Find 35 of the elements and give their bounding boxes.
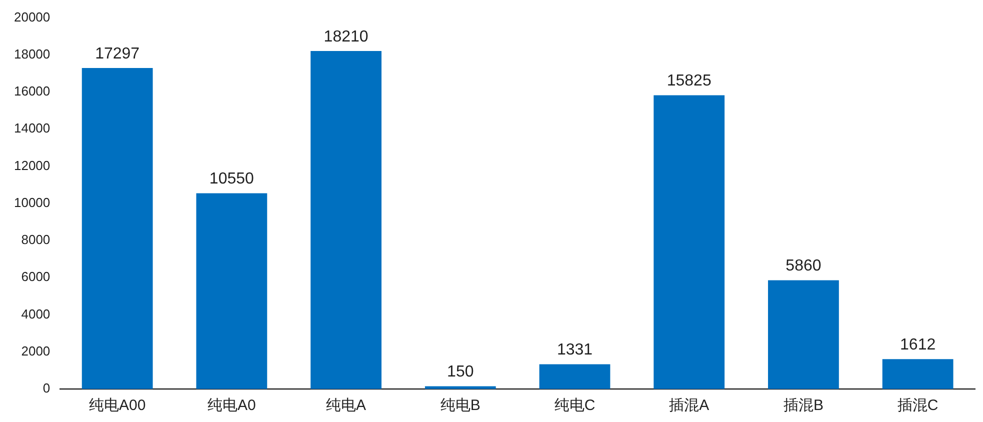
bar (196, 193, 268, 389)
y-tick-label: 6000 (21, 269, 50, 284)
y-tick-label: 14000 (14, 120, 50, 136)
bar (654, 95, 725, 389)
data-label: 15825 (666, 72, 712, 90)
y-tick-label: 16000 (14, 84, 50, 99)
bar (768, 280, 839, 389)
data-label: 10550 (209, 170, 254, 188)
y-tick-label: 2000 (21, 343, 50, 358)
bar (882, 359, 954, 389)
x-tick-label: 插混A (669, 397, 710, 414)
x-tick-label: 纯电B (440, 397, 480, 414)
data-label: 5860 (786, 258, 822, 275)
data-label: 17297 (95, 45, 140, 62)
data-label: 18210 (324, 28, 368, 46)
y-tick-label: 20000 (14, 9, 50, 24)
x-tick-label: 插混B (783, 397, 824, 414)
y-tick-label: 0 (42, 380, 50, 396)
bar (82, 68, 153, 389)
x-tick-label: 纯电A (326, 397, 366, 414)
data-label: 1331 (556, 342, 593, 359)
y-tick-label: 12000 (14, 158, 50, 173)
y-tick-label: 8000 (21, 232, 50, 248)
bar (539, 364, 610, 389)
bar (424, 386, 496, 389)
data-label: 1612 (900, 336, 936, 354)
bar (310, 51, 382, 389)
x-tick-label: 纯电A0 (208, 397, 256, 414)
x-tick-label: 插混C (897, 397, 938, 414)
y-tick-label: 18000 (14, 46, 50, 62)
x-tick-label: 纯电A00 (88, 397, 146, 414)
y-tick-label: 4000 (21, 306, 50, 322)
y-tick-label: 10000 (14, 194, 50, 210)
x-tick-label: 纯电C (554, 397, 596, 414)
data-label: 150 (447, 364, 474, 381)
